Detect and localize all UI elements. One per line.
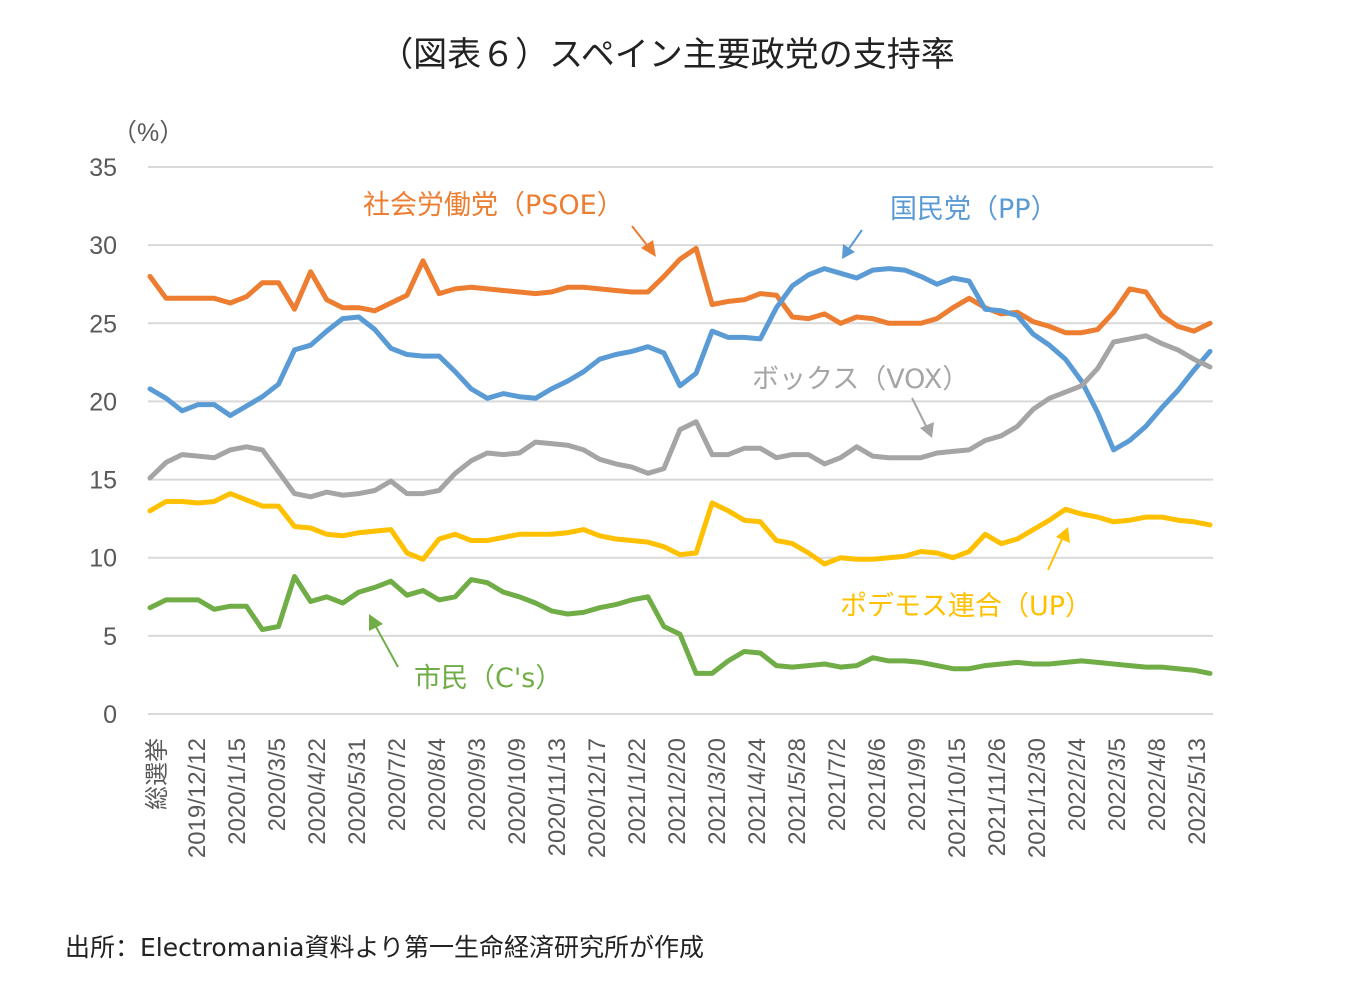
series-lines [147, 245, 1213, 676]
y-tick-label: 30 [89, 232, 117, 260]
y-tick-label: 15 [89, 467, 117, 495]
arrow-up [1047, 536, 1064, 571]
x-tick-label: 2020/5/31 [344, 738, 371, 845]
arrow-head-cs [369, 614, 383, 631]
arrow-head-psoe [641, 240, 656, 257]
x-tick-label: 2020/11/13 [544, 738, 571, 856]
x-tick-label: 2020/3/5 [264, 738, 291, 831]
x-tick-label: 2020/1/15 [224, 738, 251, 845]
series-label-cs: 市民（C's） [414, 663, 562, 694]
x-tick-label: 2021/11/26 [984, 738, 1011, 856]
y-tick-label: 35 [89, 154, 117, 182]
series-label-vox: ボックス（VOX） [752, 364, 969, 395]
x-tick-label: 2022/3/5 [1104, 738, 1131, 831]
x-tick-label: 2020/12/17 [584, 738, 611, 858]
label-cs: 市民（C's） [369, 614, 562, 694]
series-label-up: ポデモス連合（UP） [840, 591, 1092, 622]
x-tick-label: 2020/9/3 [464, 738, 491, 831]
y-tick-label: 0 [103, 701, 117, 729]
series-line-2 [147, 333, 1213, 500]
y-tick-label: 5 [103, 623, 117, 651]
x-tick-label: 2022/5/13 [1184, 738, 1211, 845]
arrow-head-pp [842, 244, 855, 259]
series-label-pp: 国民党（PP） [890, 194, 1058, 225]
arrow-cs [374, 624, 399, 668]
series-label-psoe: 社会労働党（PSOE） [363, 190, 624, 221]
label-vox: ボックス（VOX） [752, 364, 969, 438]
x-tick-label: 2020/10/9 [504, 738, 531, 845]
series-line-1 [147, 266, 1213, 453]
x-tick-label: 2021/3/20 [704, 738, 731, 845]
y-tick-label: 25 [89, 310, 117, 338]
x-tick-label: 2022/2/4 [1064, 738, 1091, 831]
y-tick-label: 20 [89, 388, 117, 416]
x-tick-label: 2022/4/8 [1144, 738, 1171, 831]
label-up: ポデモス連合（UP） [840, 527, 1092, 622]
x-tick-label: 2020/7/2 [384, 738, 411, 831]
label-pp: 国民党（PP） [842, 194, 1058, 259]
arrow-vox [911, 397, 928, 429]
x-tick-label: 2021/5/28 [784, 738, 811, 845]
series-line-4 [147, 574, 1213, 676]
source-note: 出所：Electromania資料より第一生命経済研究所が作成 [65, 933, 704, 962]
y-axis-label: （%） [112, 119, 184, 147]
x-tick-label: 2021/4/24 [744, 738, 771, 845]
series-line-3 [147, 491, 1213, 567]
x-tick-label: 2019/12/12 [184, 738, 211, 858]
x-tick-label: 2021/8/6 [864, 738, 891, 831]
x-tick-label: 2021/10/15 [944, 738, 971, 858]
x-tick-label: 2020/4/22 [304, 738, 331, 845]
x-tick-label: 総選挙 [144, 738, 171, 810]
x-tick-label: 2021/9/9 [904, 738, 931, 831]
arrow-pp [847, 229, 863, 251]
label-psoe: 社会労働党（PSOE） [363, 190, 656, 257]
x-tick-labels: 総選挙 2019/12/12 2020/1/15 2020/3/5 2020/4/22 2… [144, 738, 1211, 858]
y-tick-label: 10 [89, 545, 117, 573]
y-tick-labels: 0 5 10 15 20 25 30 35 [89, 154, 117, 729]
arrow-head-up [1056, 527, 1070, 543]
chart-title: （図表６）スペイン主要政党の支持率 [379, 35, 955, 75]
arrow-head-vox [920, 422, 934, 438]
x-tick-label: 2021/12/30 [1024, 738, 1051, 858]
x-tick-label: 2021/7/2 [824, 738, 851, 831]
series-line-0 [147, 245, 1213, 336]
x-tick-label: 2021/2/20 [664, 738, 691, 845]
gridlines [148, 166, 1213, 715]
x-tick-label: 2020/8/4 [424, 738, 451, 831]
x-tick-label: 2021/1/22 [624, 738, 651, 845]
